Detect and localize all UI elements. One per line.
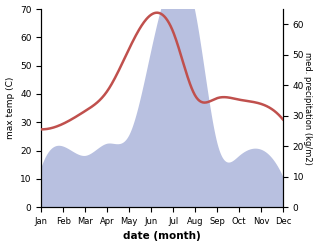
Y-axis label: med. precipitation (kg/m2): med. precipitation (kg/m2) [303, 52, 313, 165]
X-axis label: date (month): date (month) [123, 231, 201, 242]
Y-axis label: max temp (C): max temp (C) [5, 77, 15, 139]
